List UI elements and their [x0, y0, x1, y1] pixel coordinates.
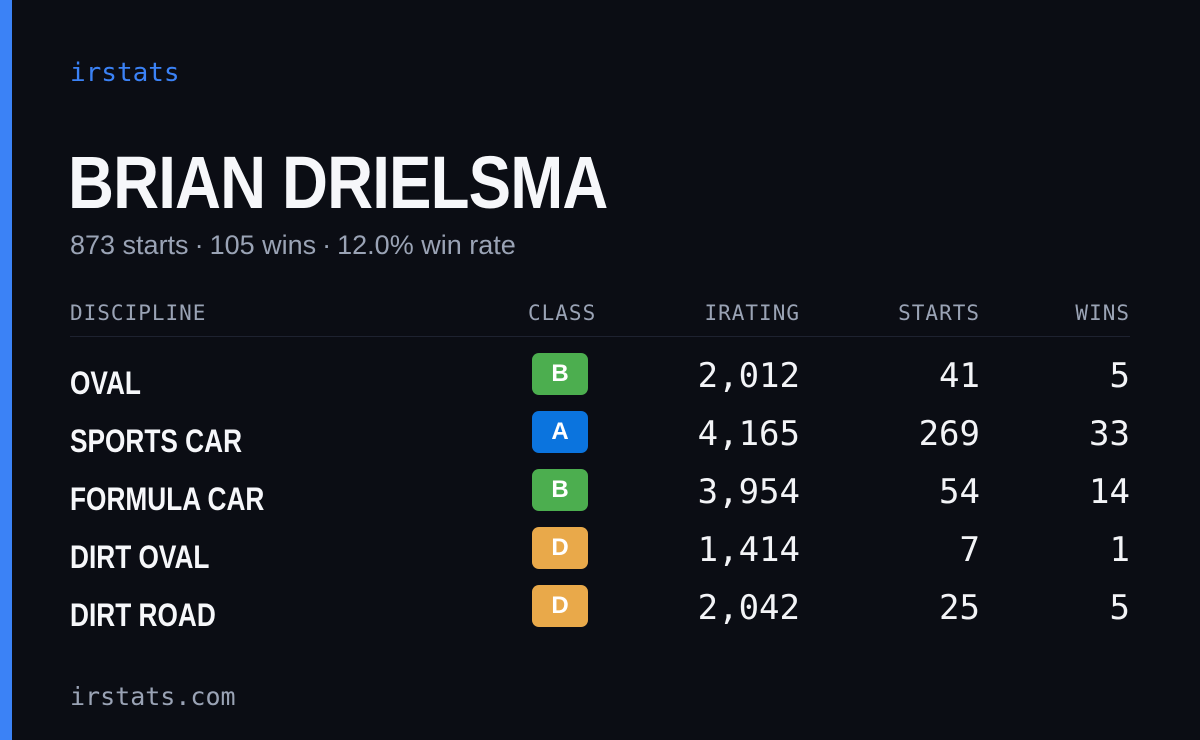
table-body: OVAL B 2,012 41 5 SPORTS CAR A 4,165 269… [70, 353, 1130, 643]
discipline-name: FORMULA CAR [70, 481, 265, 517]
class-badge: B [532, 469, 588, 511]
starts-value: 7 [959, 530, 980, 570]
table-row: FORMULA CAR B 3,954 54 14 [70, 469, 1130, 527]
separator: · [322, 230, 332, 260]
irating-value: 3,954 [697, 472, 800, 512]
separator: · [194, 230, 204, 260]
discipline-name: OVAL [70, 365, 141, 401]
win-rate-summary: 12.0% win rate [337, 230, 516, 260]
table-row: OVAL B 2,012 41 5 [70, 353, 1130, 411]
player-summary: 873 starts · 105 wins · 12.0% win rate [70, 228, 516, 262]
wins-value: 5 [1109, 588, 1130, 628]
discipline-name: DIRT OVAL [70, 539, 210, 575]
class-badge: A [532, 411, 588, 453]
wins-value: 1 [1109, 530, 1130, 570]
table-row: SPORTS CAR A 4,165 269 33 [70, 411, 1130, 469]
footer-url[interactable]: irstats.com [70, 682, 236, 711]
class-badge: D [532, 585, 588, 627]
wins-summary: 105 wins [209, 230, 317, 260]
header-irating: IRATING [704, 301, 800, 325]
irating-value: 4,165 [697, 414, 800, 454]
starts-summary: 873 starts [70, 230, 189, 260]
discipline-name: DIRT ROAD [70, 597, 216, 633]
header-wins: WINS [1075, 301, 1130, 325]
header-starts: STARTS [898, 301, 980, 325]
brand-logo[interactable]: irstats [70, 58, 180, 88]
wins-value: 14 [1089, 472, 1130, 512]
accent-bar [0, 0, 12, 740]
irating-value: 2,042 [697, 588, 800, 628]
table-row: DIRT ROAD D 2,042 25 5 [70, 585, 1130, 643]
irating-value: 1,414 [697, 530, 800, 570]
player-name: BRIAN DRIELSMA [68, 141, 608, 224]
class-badge: D [532, 527, 588, 569]
discipline-name: SPORTS CAR [70, 423, 243, 459]
header-discipline: DISCIPLINE [70, 301, 207, 325]
table-header: DISCIPLINE CLASS IRATING STARTS WINS [70, 296, 1130, 337]
starts-value: 54 [939, 472, 980, 512]
wins-value: 5 [1109, 356, 1130, 396]
class-badge: B [532, 353, 588, 395]
starts-value: 41 [939, 356, 980, 396]
wins-value: 33 [1089, 414, 1130, 454]
irating-value: 2,012 [697, 356, 800, 396]
starts-value: 269 [918, 414, 980, 454]
header-class: CLASS [528, 301, 597, 325]
stats-table: DISCIPLINE CLASS IRATING STARTS WINS OVA… [70, 296, 1130, 643]
starts-value: 25 [939, 588, 980, 628]
table-row: DIRT OVAL D 1,414 7 1 [70, 527, 1130, 585]
